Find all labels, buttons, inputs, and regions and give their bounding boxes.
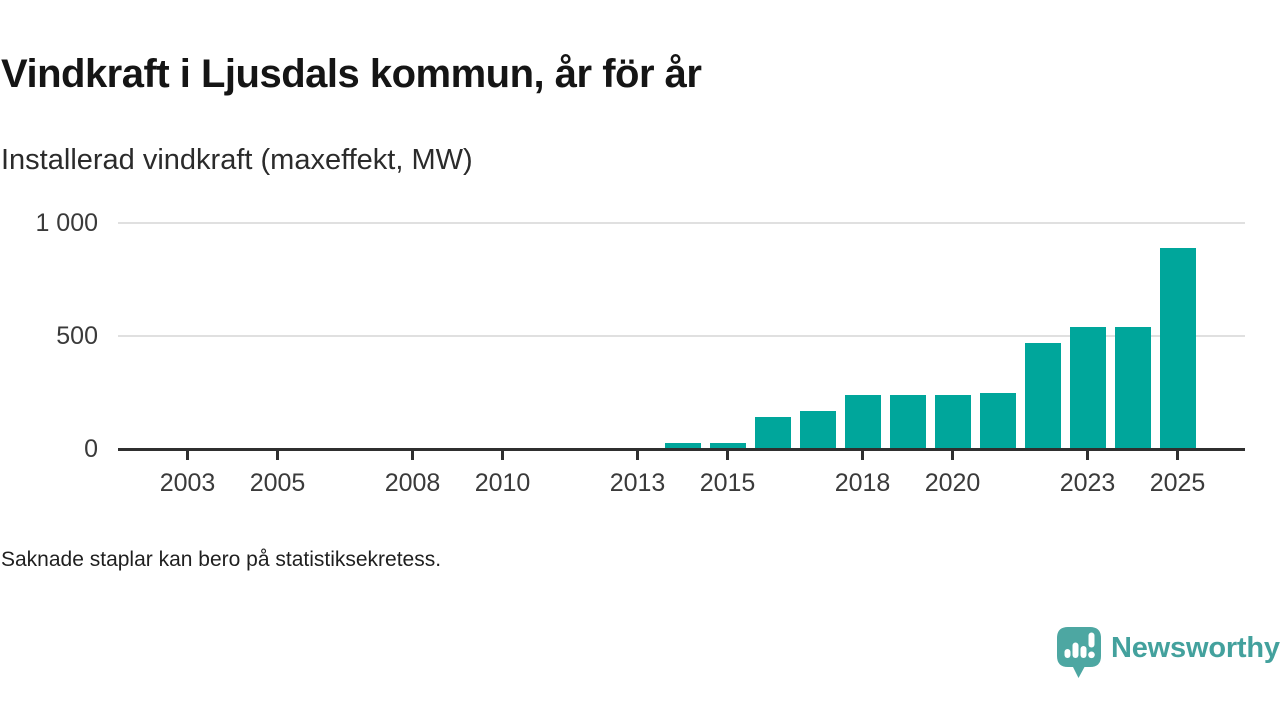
bar-2020 [934, 394, 971, 449]
x-tick-mark-2013 [636, 451, 639, 460]
x-tick-mark-2025 [1176, 451, 1179, 460]
x-tick-mark-2015 [726, 451, 729, 460]
x-tick-label-2020: 2020 [924, 469, 981, 497]
newsworthy-logo-icon [1057, 627, 1101, 678]
chart-footnote: Saknade staplar kan bero på statistiksek… [1, 548, 442, 571]
x-tick-label-2010: 2010 [474, 469, 531, 497]
bar-2016 [754, 417, 791, 449]
y-gridline-500 [118, 335, 1245, 337]
x-tick-mark-2005 [276, 451, 279, 460]
x-tick-mark-2010 [501, 451, 504, 460]
bar-2022 [1024, 342, 1061, 449]
y-tick-label-0: 0 [84, 435, 98, 463]
x-tick-label-2025: 2025 [1149, 469, 1206, 497]
bar-2024 [1114, 326, 1151, 449]
chart-title: Vindkraft i Ljusdals kommun, år för år [1, 52, 702, 96]
x-tick-mark-2018 [861, 451, 864, 460]
bar-2019 [889, 394, 926, 449]
x-tick-mark-2023 [1086, 451, 1089, 460]
x-tick-mark-2008 [411, 451, 414, 460]
y-tick-label-500: 500 [56, 322, 98, 350]
x-tick-label-2005: 2005 [249, 469, 306, 497]
bar-2025 [1159, 247, 1196, 449]
x-tick-label-2018: 2018 [834, 469, 891, 497]
newsworthy-wordmark: Newsworthy [1111, 632, 1280, 664]
newsworthy-branding: Newsworthy [1056, 626, 1280, 679]
x-tick-label-2023: 2023 [1059, 469, 1116, 497]
x-tick-mark-2003 [186, 451, 189, 460]
bar-2021 [979, 392, 1016, 449]
y-tick-label-1000: 1 000 [35, 209, 98, 237]
bar-2014 [664, 443, 701, 449]
x-axis-baseline [118, 448, 1245, 451]
bar-2023 [1069, 326, 1106, 449]
y-gridline-1000 [118, 222, 1245, 224]
bar-2015 [709, 443, 746, 449]
x-tick-label-2015: 2015 [699, 469, 756, 497]
bar-2018 [844, 394, 881, 449]
x-tick-label-2003: 2003 [159, 469, 216, 497]
bar-2017 [799, 410, 836, 449]
x-tick-mark-2020 [951, 451, 954, 460]
chart-subtitle: Installerad vindkraft (maxeffekt, MW) [1, 144, 473, 176]
x-tick-label-2013: 2013 [609, 469, 666, 497]
x-tick-label-2008: 2008 [384, 469, 441, 497]
